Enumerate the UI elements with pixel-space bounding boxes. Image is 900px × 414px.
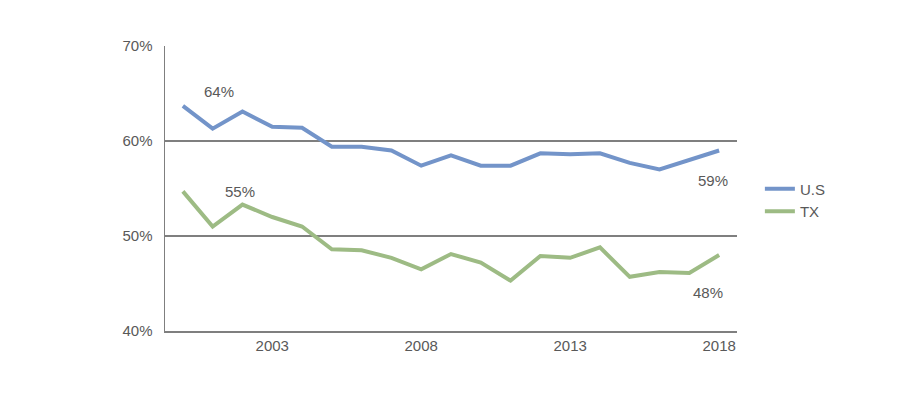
svg-text:TX: TX (800, 203, 819, 220)
svg-text:2018: 2018 (702, 337, 735, 354)
svg-text:40%: 40% (122, 322, 152, 339)
svg-text:60%: 60% (122, 132, 152, 149)
svg-text:U.S: U.S (800, 181, 825, 198)
svg-text:70%: 70% (122, 37, 152, 54)
svg-text:55%: 55% (225, 183, 255, 200)
svg-text:64%: 64% (204, 83, 234, 100)
svg-text:59%: 59% (698, 172, 728, 189)
svg-text:2008: 2008 (405, 337, 438, 354)
svg-text:2003: 2003 (256, 337, 289, 354)
svg-text:2013: 2013 (553, 337, 586, 354)
svg-text:48%: 48% (693, 284, 723, 301)
svg-text:50%: 50% (122, 227, 152, 244)
